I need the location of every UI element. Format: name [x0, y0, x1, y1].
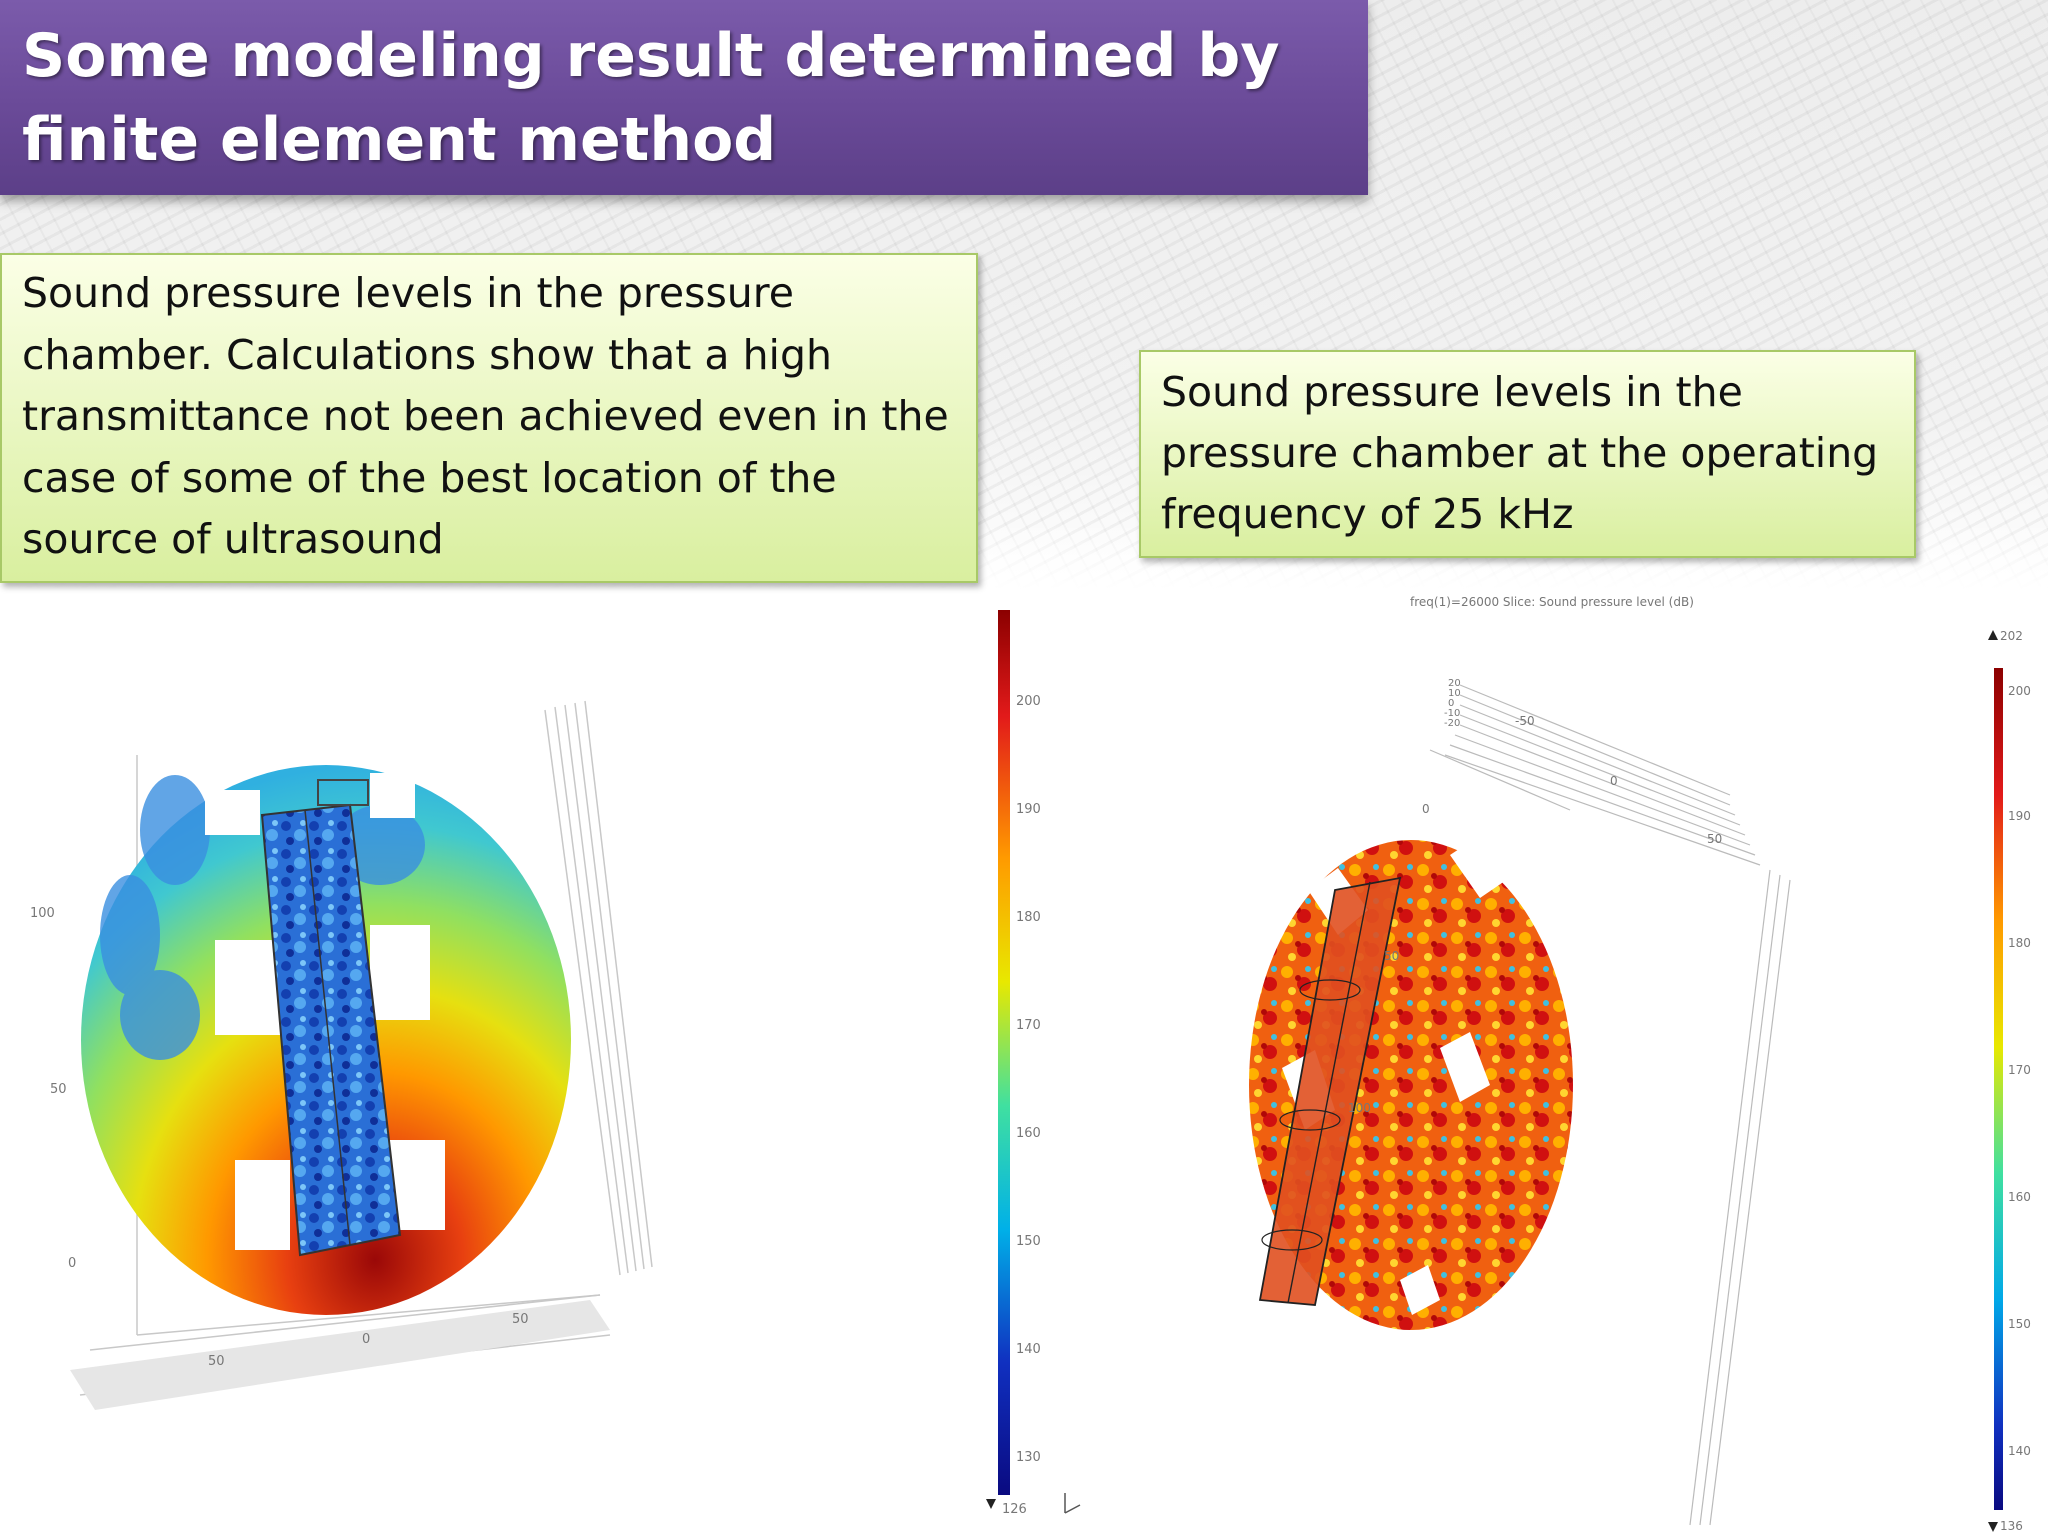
- right-axis-top-0: 0: [1610, 774, 1618, 788]
- right-axis-z-0: 0: [1448, 698, 1454, 709]
- left-axis-y-50: 50: [50, 1082, 67, 1097]
- right-simulation-plot: freq(1)=26000 Slice: Sound pressure leve…: [1249, 595, 2031, 1533]
- right-colorbar-ticks: 200 190 180 170 160 150 140: [2008, 684, 2031, 1458]
- right-colorbar: [1994, 668, 2003, 1510]
- left-axis-x-0: 0: [362, 1332, 370, 1347]
- left-tick-200: 200: [1016, 694, 1041, 709]
- right-max-arrow: [1988, 630, 1998, 640]
- left-simulation-plot: 200 190 180 170 160 150 140 130 126 100 …: [30, 610, 1081, 1517]
- right-axis-z-20: 20: [1448, 678, 1461, 689]
- left-axis-y-0: 0: [68, 1256, 76, 1271]
- title-bar: Some modeling result determined by finit…: [0, 0, 1368, 195]
- right-tick-150: 150: [2008, 1317, 2031, 1331]
- right-min-arrow: [1988, 1522, 1998, 1532]
- left-colorbar: [998, 610, 1010, 1495]
- right-tick-190: 190: [2008, 809, 2031, 823]
- right-grid-lines: [1429, 684, 1791, 1526]
- left-axis-y-100: 100: [30, 906, 55, 921]
- left-tick-190: 190: [1016, 802, 1041, 817]
- right-axis-z--20: -20: [1444, 718, 1460, 729]
- left-tick-180: 180: [1016, 910, 1041, 925]
- left-grid-lines: [79, 700, 653, 1396]
- right-axis-top--50: -50: [1515, 714, 1535, 728]
- right-axis-side-50: 50: [1384, 949, 1399, 963]
- left-tick-140: 140: [1016, 1342, 1041, 1357]
- left-tick-170: 170: [1016, 1018, 1041, 1033]
- right-colorbar-min: 136: [2000, 1519, 2023, 1533]
- left-floor-plane: [70, 1300, 610, 1410]
- right-tick-140: 140: [2008, 1444, 2031, 1458]
- right-caption-text: Sound pressure levels in the pressure ch…: [1161, 368, 1879, 538]
- left-caption-box: Sound pressure levels in the pressure ch…: [0, 253, 978, 583]
- right-axis-side-100: 100: [1348, 1101, 1371, 1115]
- right-axis-z--10: -10: [1444, 708, 1460, 719]
- slide-title: Some modeling result determined by finit…: [22, 21, 1280, 175]
- right-colorbar-max: 202: [2000, 629, 2023, 643]
- left-colorbar-min: 126: [1002, 1502, 1027, 1517]
- right-axis-ticks: -50 0 50 0 50 100 20 10 0 -10 -20: [1348, 678, 1722, 1115]
- left-tick-130: 130: [1016, 1450, 1041, 1465]
- right-axis-side-0: 0: [1422, 802, 1430, 816]
- left-axis-triad-icon: [1064, 1493, 1081, 1514]
- left-caption-text: Sound pressure levels in the pressure ch…: [22, 269, 949, 563]
- right-tick-200: 200: [2008, 684, 2031, 698]
- right-tick-170: 170: [2008, 1063, 2031, 1077]
- right-caption-box: Sound pressure levels in the pressure ch…: [1139, 350, 1916, 558]
- left-colorbar-ticks: 200 190 180 170 160 150 140 130 126: [1002, 694, 1041, 1517]
- right-speckled-tube: [1258, 876, 1402, 1306]
- left-axis-x-50b: 50: [512, 1312, 529, 1327]
- left-axis-ticks: 100 50 0 50 0 50: [30, 906, 529, 1369]
- left-tick-160: 160: [1016, 1126, 1041, 1141]
- right-plot-header: freq(1)=26000 Slice: Sound pressure leve…: [1410, 595, 1694, 609]
- right-tick-160: 160: [2008, 1190, 2031, 1204]
- right-axis-z-10: 10: [1448, 688, 1461, 699]
- left-axis-x-50a: 50: [208, 1354, 225, 1369]
- left-min-arrow: [986, 1499, 996, 1509]
- left-tick-150: 150: [1016, 1234, 1041, 1249]
- left-speckled-tube: [260, 779, 402, 1257]
- right-axis-top-50: 50: [1707, 832, 1722, 846]
- right-tick-180: 180: [2008, 936, 2031, 950]
